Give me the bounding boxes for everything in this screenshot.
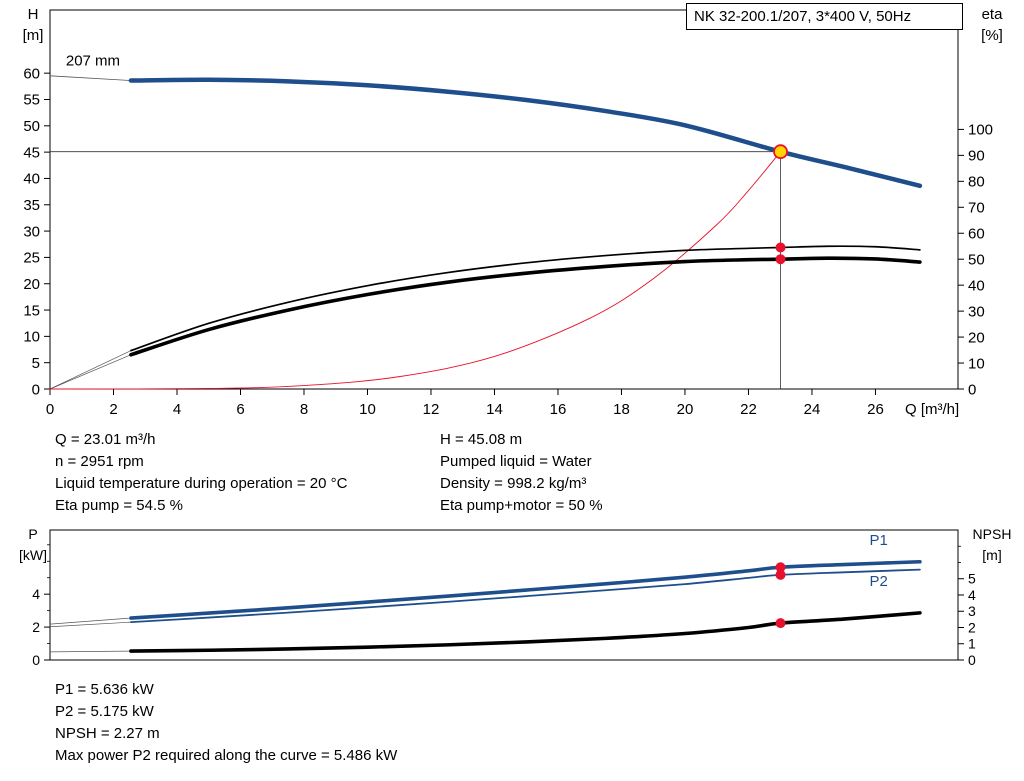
svg-text:P2: P2 — [869, 573, 887, 590]
speed-value: n = 2951 rpm — [55, 453, 144, 470]
svg-text:5: 5 — [32, 355, 40, 372]
power-data-block: P1 = 5.636 kW P2 = 5.175 kW NPSH = 2.27 … — [55, 679, 397, 767]
svg-text:Q [m³/h]: Q [m³/h] — [905, 401, 959, 418]
svg-text:15: 15 — [23, 302, 40, 319]
svg-text:55: 55 — [23, 92, 40, 109]
svg-text:80: 80 — [968, 174, 985, 191]
svg-text:45: 45 — [23, 144, 40, 161]
svg-text:P: P — [28, 526, 37, 542]
svg-text:4: 4 — [32, 586, 40, 602]
svg-text:H: H — [28, 6, 39, 23]
svg-text:0: 0 — [968, 652, 976, 668]
svg-text:10: 10 — [359, 401, 376, 418]
svg-text:25: 25 — [23, 250, 40, 267]
svg-text:22: 22 — [740, 401, 757, 418]
svg-text:4: 4 — [173, 401, 181, 418]
svg-text:eta: eta — [982, 6, 1004, 23]
svg-text:20: 20 — [968, 329, 985, 346]
svg-text:50: 50 — [968, 251, 985, 268]
svg-text:60: 60 — [23, 65, 40, 82]
eta-pump-value: Eta pump = 54.5 % — [55, 497, 183, 514]
svg-text:2: 2 — [32, 619, 40, 635]
operating-data-left-column: Q = 23.01 m³/h n = 2951 rpm Liquid tempe… — [55, 429, 440, 517]
svg-text:20: 20 — [677, 401, 694, 418]
svg-text:10: 10 — [23, 329, 40, 346]
svg-text:90: 90 — [968, 148, 985, 165]
flow-value: Q = 23.01 m³/h — [55, 431, 156, 448]
svg-text:3: 3 — [968, 603, 976, 619]
liquid-temperature-value: Liquid temperature during operation = 20… — [55, 475, 348, 492]
svg-text:20: 20 — [23, 276, 40, 293]
svg-text:40: 40 — [968, 277, 985, 294]
svg-text:10: 10 — [968, 355, 985, 372]
svg-text:0: 0 — [46, 401, 54, 418]
svg-text:100: 100 — [968, 122, 993, 139]
svg-text:[m]: [m] — [23, 27, 44, 44]
svg-text:50: 50 — [23, 118, 40, 135]
svg-text:26: 26 — [867, 401, 884, 418]
svg-text:2: 2 — [968, 619, 976, 635]
svg-text:14: 14 — [486, 401, 503, 418]
operating-data-right-column: H = 45.08 m Pumped liquid = Water Densit… — [440, 429, 603, 517]
svg-text:[%]: [%] — [981, 27, 1003, 44]
svg-text:24: 24 — [804, 401, 821, 418]
svg-text:[m]: [m] — [982, 547, 1001, 563]
svg-text:18: 18 — [613, 401, 630, 418]
density-value: Density = 998.2 kg/m³ — [440, 475, 587, 492]
svg-text:12: 12 — [423, 401, 440, 418]
svg-text:6: 6 — [236, 401, 244, 418]
max-power-value: Max power P2 required along the curve = … — [55, 747, 398, 764]
qh-eta-chart-canvas: 0510152025303540455055600102030405060708… — [23, 6, 1004, 418]
svg-text:5: 5 — [968, 571, 976, 587]
svg-text:207 mm: 207 mm — [66, 52, 120, 69]
pump-model-box: NK 32-200.1/207, 3*400 V, 50Hz — [686, 3, 963, 30]
pumped-liquid-value: Pumped liquid = Water — [440, 453, 592, 470]
eta-pump-motor-value: Eta pump+motor = 50 % — [440, 497, 603, 514]
svg-text:16: 16 — [550, 401, 567, 418]
svg-text:8: 8 — [300, 401, 308, 418]
svg-text:35: 35 — [23, 197, 40, 214]
svg-text:1: 1 — [968, 636, 976, 652]
svg-text:30: 30 — [23, 223, 40, 240]
svg-text:4: 4 — [968, 587, 976, 603]
p2-value: P2 = 5.175 kW — [55, 703, 154, 720]
p1-value: P1 = 5.636 kW — [55, 681, 154, 698]
svg-text:30: 30 — [968, 303, 985, 320]
npsh-value: NPSH = 2.27 m — [55, 725, 160, 742]
svg-text:0: 0 — [32, 381, 40, 398]
svg-text:P1: P1 — [869, 532, 887, 549]
svg-text:40: 40 — [23, 171, 40, 188]
svg-text:60: 60 — [968, 225, 985, 242]
svg-text:NPSH: NPSH — [973, 526, 1012, 542]
svg-text:0: 0 — [968, 381, 976, 398]
svg-text:2: 2 — [109, 401, 117, 418]
svg-text:70: 70 — [968, 200, 985, 217]
operating-data-block: Q = 23.01 m³/h n = 2951 rpm Liquid tempe… — [55, 429, 603, 517]
svg-text:[kW]: [kW] — [19, 547, 47, 563]
svg-text:0: 0 — [32, 652, 40, 668]
head-value: H = 45.08 m — [440, 431, 523, 448]
